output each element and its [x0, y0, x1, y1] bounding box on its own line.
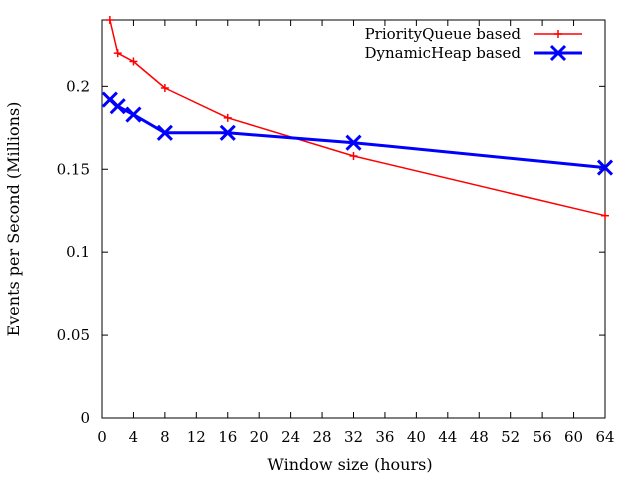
- legend-marker-priorityqueue: [554, 30, 562, 38]
- legend-marker-dynamicheap: [549, 44, 567, 62]
- x-tick-label: 0: [97, 428, 107, 446]
- data-point-dynamicheap: [345, 134, 362, 151]
- legend-label-dynamicheap: DynamicHeap based: [364, 44, 521, 62]
- data-point-priorityqueue: [601, 211, 609, 220]
- x-tick-label: 60: [564, 428, 583, 446]
- x-tick-label: 40: [407, 428, 426, 446]
- plot-border: [101, 19, 606, 419]
- x-tick-label: 52: [501, 428, 520, 446]
- data-point-dynamicheap: [596, 159, 614, 176]
- data-point-priorityqueue: [129, 57, 138, 66]
- x-tick-label: 12: [187, 428, 206, 446]
- x-tick-label: 24: [281, 428, 300, 446]
- y-axis-ticks: 0 0.05 0.1 0.15 0.2: [57, 77, 605, 427]
- y-tick-label: 0.1: [66, 243, 90, 261]
- data-point-dynamicheap: [109, 98, 126, 115]
- series-layer: [101, 16, 614, 220]
- data-point-dynamicheap: [219, 124, 236, 141]
- data-point-priorityqueue: [113, 49, 122, 58]
- data-point-dynamicheap: [125, 106, 142, 123]
- y-tick-label: 0.05: [57, 326, 90, 344]
- x-tick-label: 20: [250, 428, 269, 446]
- x-tick-label: 8: [160, 428, 170, 446]
- x-axis-ticks: 0 4 8 12 16 20 24 28 32 36 40 44 48 52 56 60 64: [97, 20, 615, 446]
- data-point-priorityqueue: [223, 113, 232, 122]
- x-tick-label: 4: [129, 428, 139, 446]
- y-tick-label: 0.2: [66, 77, 90, 95]
- x-tick-label: 48: [470, 428, 489, 446]
- plot-frame: [101, 19, 606, 419]
- x-tick-label: 64: [595, 428, 614, 446]
- series-line-priorityqueue: [109, 19, 606, 217]
- x-tick-label: 56: [533, 428, 552, 446]
- data-point-priorityqueue: [105, 16, 114, 24]
- x-tick-label: 36: [375, 428, 394, 446]
- x-tick-label: 16: [218, 428, 237, 446]
- x-tick-label: 44: [438, 428, 457, 446]
- x-axis-title: Window size (hours): [267, 455, 432, 474]
- x-tick-label: 28: [313, 428, 332, 446]
- y-tick-label: 0: [80, 409, 90, 427]
- y-axis-title: Events per Second (Millions): [4, 102, 23, 337]
- legend-label-priorityqueue: PriorityQueue based: [365, 25, 522, 43]
- data-point-priorityqueue: [349, 151, 358, 160]
- y-tick-label: 0.15: [57, 160, 90, 178]
- x-tick-label: 32: [344, 428, 363, 446]
- data-point-dynamicheap: [156, 124, 173, 141]
- data-point-priorityqueue: [160, 83, 169, 92]
